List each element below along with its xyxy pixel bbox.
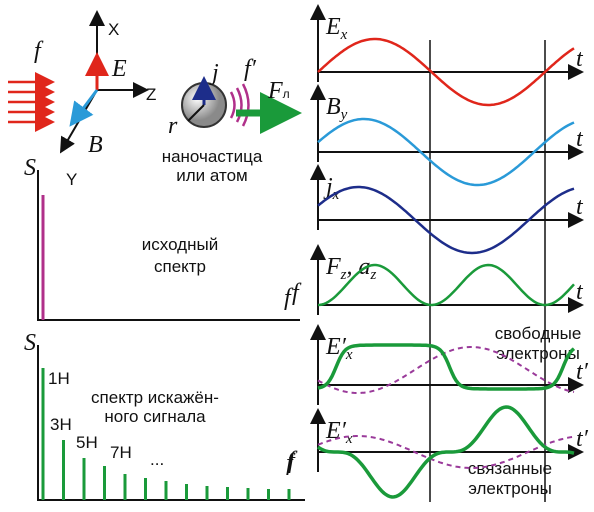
diagram: f X E Z B Y j f′ r Fл наночастица или ат… — [0, 0, 594, 512]
label: ... — [150, 450, 164, 469]
label: E′x — [325, 418, 353, 447]
label: E — [111, 56, 127, 82]
spectrum-distorted: S f спектр искажён- ного сигнала 1H 3H 5… — [24, 330, 305, 500]
label: B — [326, 94, 341, 120]
label: f — [34, 38, 44, 64]
label: или атом — [176, 166, 247, 185]
label: E′ — [325, 334, 347, 360]
label: t — [576, 126, 584, 152]
scheme: f X E Z B Y j f′ r Fл наночастица или ат… — [8, 14, 290, 189]
label: наночастица — [162, 147, 263, 166]
label: исходный — [142, 235, 218, 254]
label: f′ — [244, 56, 257, 82]
label: x — [340, 27, 348, 43]
label: Y — [66, 170, 77, 189]
label: 5H — [76, 433, 98, 452]
label: By — [326, 94, 348, 123]
label: Fл — [267, 78, 290, 104]
label: S — [24, 330, 36, 356]
label: S — [24, 155, 36, 181]
label: t — [576, 279, 584, 305]
label: 1H — [48, 369, 70, 388]
label: спектр искажён- — [91, 388, 219, 407]
label: F — [325, 254, 341, 280]
label: X — [108, 20, 119, 39]
label: E — [325, 14, 341, 40]
label: Ex — [325, 14, 348, 43]
label: 3H — [50, 415, 72, 434]
label: л — [283, 87, 290, 101]
label: B — [88, 132, 103, 158]
label: f — [288, 448, 298, 474]
label: f — [292, 280, 302, 306]
label: 7H — [110, 443, 132, 462]
label: , — [347, 254, 359, 280]
label: r — [168, 113, 178, 139]
label: y — [339, 107, 348, 123]
label: электроны — [468, 479, 552, 498]
label: свободные — [495, 324, 582, 343]
label: z — [370, 267, 377, 283]
label: t — [576, 46, 584, 72]
label: спектр — [154, 257, 206, 276]
label: t′ — [576, 426, 589, 452]
label: t — [576, 194, 584, 220]
label: x — [345, 431, 353, 447]
label: ного сигнала — [104, 407, 206, 426]
label: Z — [146, 85, 156, 104]
label: j — [209, 60, 219, 86]
label: связанные — [468, 459, 552, 478]
label: F — [267, 78, 283, 104]
